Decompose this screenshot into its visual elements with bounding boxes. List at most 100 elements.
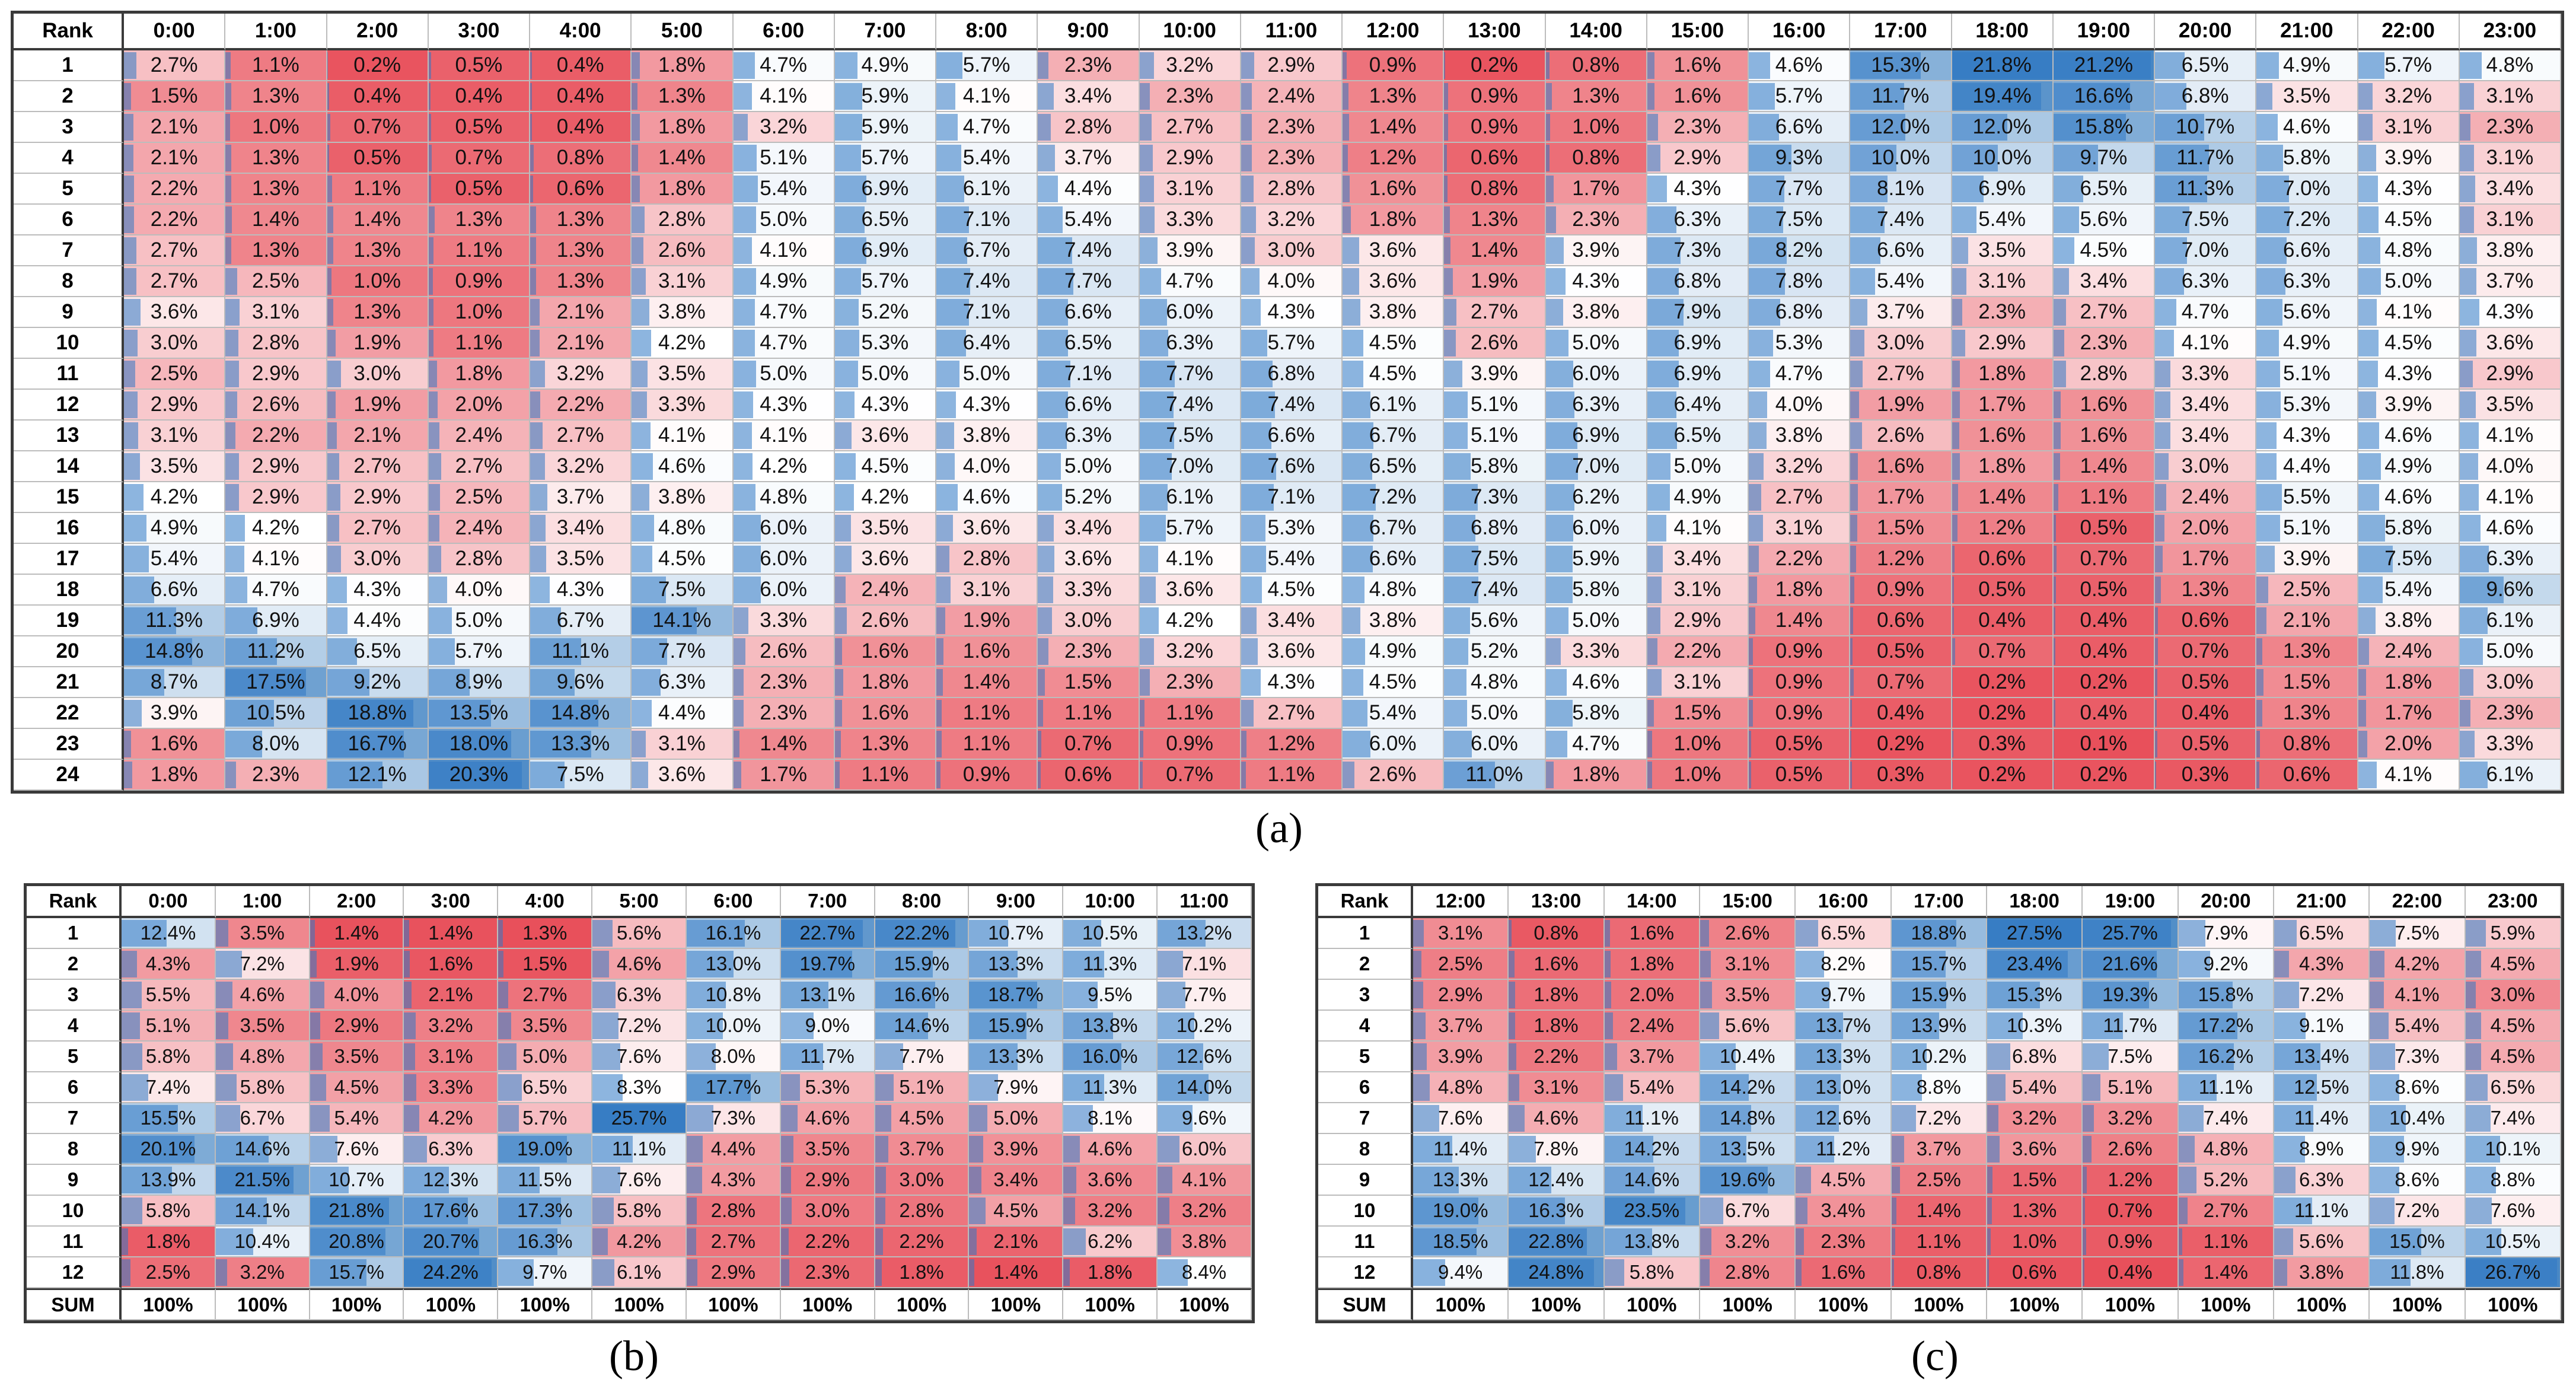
data-label: 14.6% — [234, 1138, 291, 1160]
data-cell: 1.8% — [124, 760, 226, 791]
data-cell: 0.7% — [1139, 760, 1241, 791]
data-cell: 1.3% — [1444, 205, 1546, 235]
table-row: 5 5.8% 4.8% 3.5% 3.1% 5.0% 7.6% 8.0% 11.7% 7.7% 13… — [27, 1042, 1252, 1072]
data-cell: 5.7% — [834, 143, 936, 174]
data-cell: 6.1% — [592, 1257, 687, 1288]
data-cell: 0.7% — [2053, 544, 2155, 575]
data-label: 6.7% — [240, 1107, 285, 1129]
data-label: 11.7% — [2103, 1014, 2157, 1036]
data-label: 13.7% — [1815, 1014, 1871, 1036]
data-cell: 3.0% — [780, 1196, 875, 1227]
data-cell: 0.5% — [1952, 575, 2054, 606]
data-label: 3.1% — [1673, 578, 1721, 601]
data-label: 3.2% — [556, 362, 604, 385]
data-label: 3.8% — [658, 300, 706, 323]
data-cell: 11.4% — [1413, 1134, 1509, 1165]
table-row: 21 8.7% 17.5% 9.2% 8.9% 9.6% 6.3% 2.3% 1.8% 1.4% 1… — [14, 667, 2561, 698]
data-label: 3.4% — [1821, 1199, 1866, 1221]
data-label: 7.5% — [2181, 208, 2229, 231]
data-label: 2.7% — [353, 516, 401, 539]
data-cell: 6.6% — [1038, 297, 1140, 328]
data-label: 4.2% — [658, 331, 706, 354]
data-cell: 3.8% — [1749, 421, 1851, 451]
data-cell: 3.3% — [632, 390, 734, 421]
data-label: 19.4% — [1972, 84, 2032, 107]
data-label: 3.6% — [1369, 238, 1417, 262]
data-cell: 3.2% — [1139, 50, 1241, 81]
data-cell: 4.0% — [428, 575, 530, 606]
data-cell: 0.2% — [1952, 698, 2054, 729]
data-label: 5.7% — [1267, 331, 1315, 354]
data-label: 7.1% — [1267, 485, 1315, 508]
data-label: 5.1% — [145, 1014, 191, 1036]
data-cell: 3.8% — [2459, 235, 2561, 266]
data-cell: 4.6% — [780, 1103, 875, 1134]
data-label: 0.5% — [2181, 670, 2229, 693]
data-label: 2.9% — [334, 1014, 379, 1036]
data-cell: 2.8% — [632, 205, 734, 235]
data-cell: 3.2% — [1063, 1196, 1158, 1227]
data-label: 6.1% — [616, 1261, 662, 1283]
data-bar — [1850, 144, 1896, 171]
data-cell: 0.4% — [530, 50, 632, 81]
data-label: 2.7% — [522, 983, 568, 1005]
data-cell: 13.3% — [1413, 1165, 1509, 1196]
data-label: 2.3% — [251, 763, 299, 786]
data-cell: 3.1% — [936, 575, 1038, 606]
data-cell: 4.0% — [2459, 451, 2561, 482]
data-cell: 6.5% — [1796, 918, 1892, 949]
data-cell: 0.1% — [2053, 729, 2155, 760]
data-label: 7.0% — [1166, 454, 1214, 477]
data-cell: 1.6% — [1343, 174, 1445, 205]
data-label: 9.0% — [805, 1014, 850, 1036]
data-label: 1.7% — [1572, 177, 1620, 200]
data-cell: 1.4% — [632, 143, 734, 174]
data-cell: 5.8% — [592, 1196, 687, 1227]
column-header: 14:00 — [1604, 886, 1700, 918]
data-bar — [2358, 113, 2373, 141]
data-label: 3.7% — [1064, 146, 1112, 169]
data-label: 0.8% — [2282, 732, 2330, 755]
rank-label: 6 — [14, 205, 124, 235]
data-label: 4.8% — [1369, 578, 1417, 601]
data-cell: 4.4% — [632, 698, 734, 729]
column-header: 11:00 — [1241, 14, 1343, 50]
data-cell: 3.5% — [215, 1011, 310, 1042]
data-label: 20.1% — [140, 1138, 196, 1160]
data-cell: 11.1% — [530, 636, 632, 667]
data-cell: 12.4% — [122, 918, 216, 949]
data-label: 0.4% — [2181, 701, 2229, 724]
cell-color-scale — [632, 143, 732, 173]
data-label: 3.3% — [760, 609, 808, 632]
data-cell: 4.3% — [2274, 949, 2370, 980]
data-label: 5.9% — [861, 84, 909, 107]
data-cell: 7.6% — [2465, 1196, 2561, 1227]
data-label: 22.7% — [799, 922, 855, 944]
data-cell: 5.4% — [124, 544, 226, 575]
data-cell: 4.3% — [686, 1165, 781, 1196]
data-cell: 7.7% — [1139, 359, 1241, 390]
data-cell: 3.9% — [1139, 235, 1241, 266]
data-bar — [834, 52, 857, 79]
data-cell: 2.3% — [733, 698, 835, 729]
data-label: 2.3% — [1267, 146, 1315, 169]
column-header: 3:00 — [428, 14, 530, 50]
data-label: 14.2% — [1624, 1138, 1680, 1160]
data-label: 11.3% — [1083, 953, 1137, 975]
data-label: 4.9% — [861, 53, 909, 77]
data-label: 0.9% — [1876, 578, 1924, 601]
data-cell: 1.1% — [1241, 760, 1343, 791]
data-label: 7.5% — [1470, 547, 1518, 570]
data-label: 2.3% — [1166, 84, 1214, 107]
data-label: 0.5% — [1876, 639, 1924, 663]
data-bar — [2155, 113, 2205, 141]
data-label: 2.7% — [150, 269, 198, 292]
data-cell: 3.0% — [124, 328, 226, 359]
data-label: 6.9% — [1572, 423, 1620, 447]
data-label: 14.8% — [145, 639, 204, 663]
data-cell: 6.6% — [1850, 235, 1952, 266]
data-label: 3.2% — [760, 115, 808, 138]
data-label: 4.5% — [1369, 670, 1417, 693]
data-cell: 3.5% — [124, 451, 226, 482]
data-label: 7.7% — [1181, 983, 1227, 1005]
